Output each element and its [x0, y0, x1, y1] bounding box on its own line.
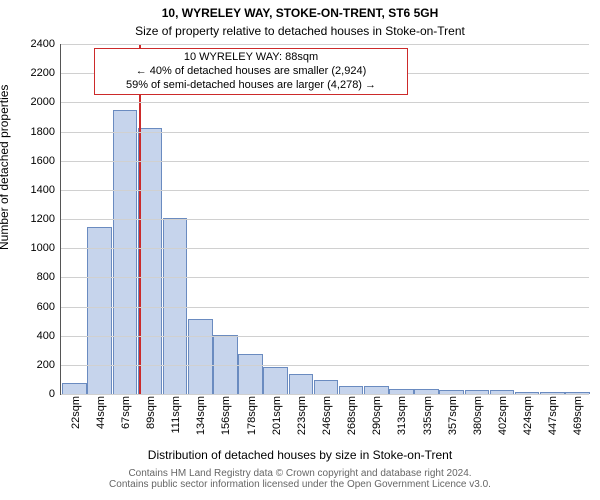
gridline	[61, 219, 589, 220]
x-tick-label: 424sqm	[522, 394, 534, 435]
y-tick-label: 1800	[31, 126, 61, 138]
x-tick-label: 44sqm	[95, 394, 107, 429]
gridline	[61, 307, 589, 308]
attribution: Contains HM Land Registry data © Crown c…	[0, 468, 600, 490]
gridline	[61, 161, 589, 162]
bar	[314, 380, 339, 394]
x-tick-label: 178sqm	[246, 394, 258, 435]
annotation-line: 59% of semi-detached houses are larger (…	[101, 79, 401, 93]
x-tick-label: 201sqm	[271, 394, 283, 435]
x-tick-label: 22sqm	[70, 394, 82, 429]
gridline	[61, 190, 589, 191]
attribution-line-1: Contains HM Land Registry data © Crown c…	[128, 468, 471, 479]
bar	[113, 110, 138, 394]
y-tick-label: 1000	[31, 242, 61, 254]
x-tick-label: 313sqm	[396, 394, 408, 435]
gridline	[61, 365, 589, 366]
plot-area: 0200400600800100012001400160018002000220…	[60, 44, 589, 395]
x-tick-label: 335sqm	[422, 394, 434, 435]
chart-frame: 10, WYRELEY WAY, STOKE-ON-TRENT, ST6 5GH…	[0, 0, 600, 500]
bar	[138, 128, 163, 394]
x-axis-label: Distribution of detached houses by size …	[0, 448, 600, 462]
y-tick-label: 2400	[31, 38, 61, 50]
gridline	[61, 132, 589, 133]
bar	[188, 319, 213, 394]
bar	[62, 383, 87, 394]
x-tick-label: 402sqm	[497, 394, 509, 435]
y-tick-label: 2200	[31, 67, 61, 79]
annotation-line: 10 WYRELEY WAY: 88sqm	[101, 51, 401, 65]
gridline	[61, 277, 589, 278]
bar	[263, 367, 288, 394]
y-tick-label: 800	[37, 271, 61, 283]
x-tick-label: 223sqm	[296, 394, 308, 435]
x-tick-label: 357sqm	[447, 394, 459, 435]
bar	[364, 386, 389, 394]
x-tick-label: 469sqm	[572, 394, 584, 435]
x-tick-label: 67sqm	[120, 394, 132, 429]
x-tick-label: 134sqm	[195, 394, 207, 435]
x-tick-label: 268sqm	[346, 394, 358, 435]
gridline	[61, 44, 589, 45]
y-tick-label: 2000	[31, 96, 61, 108]
bar	[289, 374, 314, 394]
y-tick-label: 0	[49, 388, 61, 400]
annotation-line: ← 40% of detached houses are smaller (2,…	[101, 65, 401, 79]
title-line-1: 10, WYRELEY WAY, STOKE-ON-TRENT, ST6 5GH	[0, 6, 600, 20]
x-tick-label: 290sqm	[371, 394, 383, 435]
attribution-line-2: Contains public sector information licen…	[109, 479, 491, 490]
x-tick-label: 246sqm	[321, 394, 333, 435]
y-tick-label: 200	[37, 359, 61, 371]
bar	[87, 227, 112, 394]
title-line-2: Size of property relative to detached ho…	[0, 24, 600, 38]
y-tick-label: 1600	[31, 155, 61, 167]
x-tick-label: 447sqm	[547, 394, 559, 435]
gridline	[61, 102, 589, 103]
gridline	[61, 336, 589, 337]
y-tick-label: 400	[37, 330, 61, 342]
bar	[339, 386, 364, 394]
gridline	[61, 248, 589, 249]
bar	[238, 354, 263, 394]
annotation-box: 10 WYRELEY WAY: 88sqm← 40% of detached h…	[94, 48, 408, 95]
y-tick-label: 600	[37, 301, 61, 313]
y-tick-label: 1400	[31, 184, 61, 196]
x-tick-label: 111sqm	[170, 394, 182, 434]
y-axis-label: Number of detached properties	[0, 85, 11, 250]
x-tick-label: 89sqm	[145, 394, 157, 429]
x-tick-label: 380sqm	[472, 394, 484, 435]
x-tick-label: 156sqm	[220, 394, 232, 435]
y-tick-label: 1200	[31, 213, 61, 225]
